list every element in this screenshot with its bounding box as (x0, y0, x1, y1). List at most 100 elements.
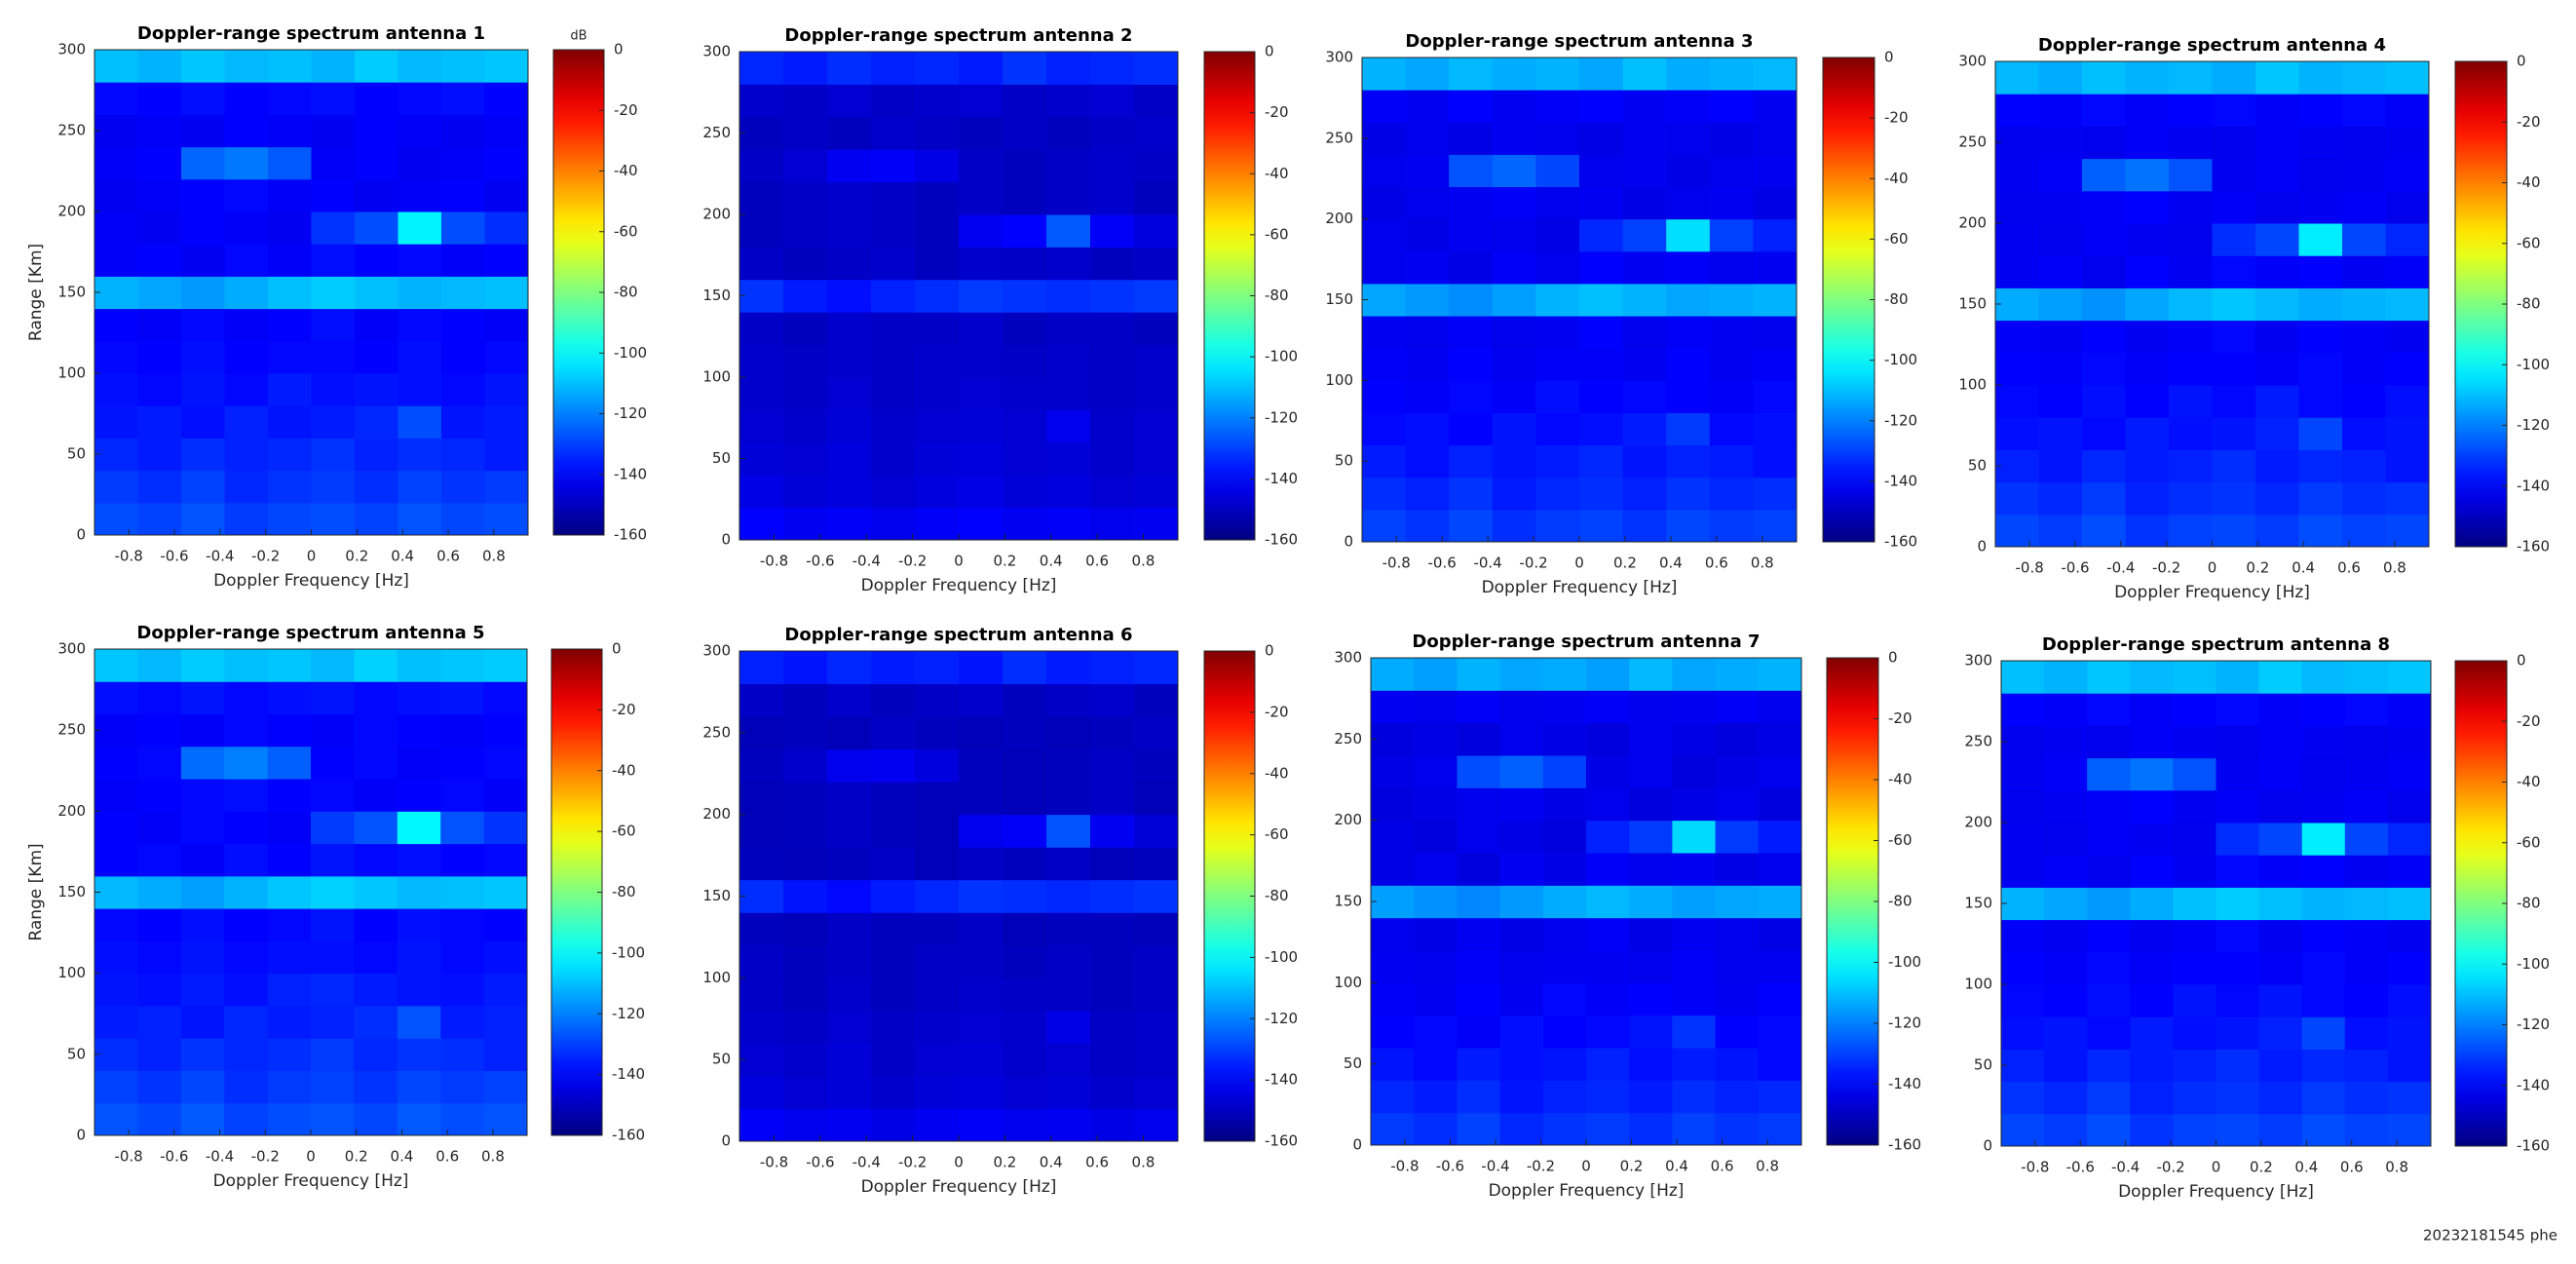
heatmap-cell (2258, 725, 2303, 759)
heatmap-cell (739, 1010, 784, 1044)
heatmap-cell (311, 82, 356, 115)
heatmap-cell (2044, 757, 2088, 791)
heatmap-cell (871, 814, 916, 848)
y-tick-label: 150 (1964, 895, 1992, 912)
heatmap-cell (1579, 412, 1624, 446)
y-tick-label: 100 (57, 964, 86, 981)
heatmap-cell (268, 438, 312, 472)
x-tick-label: 0.4 (1040, 553, 1063, 570)
heatmap-cell (1629, 982, 1673, 1016)
heatmap-cell (783, 377, 828, 410)
heatmap-cell (224, 470, 269, 504)
heatmap-cell (739, 748, 784, 783)
colorbar-tick-label: 0 (2517, 53, 2526, 70)
footer-stamp: 20232181545 phe (2423, 1227, 2557, 1245)
heatmap-cell (2255, 514, 2299, 548)
heatmap-cell (915, 1075, 960, 1109)
heatmap-cell (783, 149, 828, 183)
heatmap-cell (1672, 1080, 1717, 1114)
heatmap-cell (2212, 320, 2256, 354)
heatmap-cell (2298, 287, 2343, 322)
heatmap-cell (2001, 919, 2045, 953)
heatmap-cell (2001, 1113, 2045, 1147)
x-tick-label: -0.4 (852, 553, 881, 570)
heatmap-cell (2342, 417, 2386, 450)
heatmap-cell (2212, 352, 2256, 386)
heatmap-cell (2385, 61, 2430, 95)
heatmap-cell (224, 502, 269, 536)
heatmap-cell (2255, 287, 2299, 322)
heatmap-cell (2130, 661, 2174, 694)
heatmap-cell (827, 181, 872, 215)
colorbar-tick-label: -20 (2517, 712, 2541, 730)
y-tick-label: 300 (1325, 49, 1353, 66)
heatmap-cell (1586, 820, 1630, 854)
heatmap-cell (1046, 279, 1091, 313)
heatmap-cell (224, 1102, 269, 1136)
heatmap-cell (1666, 412, 1711, 446)
colorbar-tick-label: -40 (1884, 170, 1909, 187)
heatmap-cell (2130, 919, 2174, 953)
heatmap-cell (1758, 690, 1802, 724)
heatmap-cell (137, 681, 182, 715)
y-tick-label: 250 (57, 122, 86, 139)
heatmap-cell (1715, 820, 1760, 854)
heatmap-cell (2038, 255, 2083, 288)
heatmap-cell (355, 340, 398, 374)
heatmap-cell (1046, 52, 1091, 85)
heatmap-cell (1499, 1048, 1544, 1081)
heatmap-cell (915, 116, 960, 150)
heatmap-cell (2255, 417, 2299, 450)
heatmap-cell (1371, 690, 1415, 724)
colorbar (2454, 660, 2508, 1147)
y-tick-label: 250 (1964, 733, 1992, 750)
heatmap-cell (871, 52, 916, 85)
heatmap-cell (2344, 887, 2389, 921)
heatmap-cell (1046, 1075, 1091, 1109)
heatmap-cell (2082, 61, 2126, 95)
heatmap-cell (2001, 1081, 2045, 1115)
heatmap-cell (440, 649, 485, 682)
heatmap-cell (484, 340, 529, 374)
colorbar (1203, 650, 1256, 1142)
heatmap-cell (1090, 181, 1135, 215)
heatmap-cell (1586, 1048, 1630, 1081)
y-tick-label: 200 (1964, 814, 1992, 831)
heatmap-cell (783, 1043, 828, 1077)
x-tick-label: -0.2 (898, 553, 927, 570)
heatmap-cell (871, 782, 916, 816)
x-tick-label: 0.8 (1132, 553, 1155, 570)
heatmap-cell (311, 746, 355, 780)
y-tick-label: 100 (702, 969, 731, 986)
heatmap-cell (483, 875, 528, 909)
heatmap-cell (2298, 481, 2343, 516)
colorbar-tick-label: -100 (1265, 948, 1298, 966)
heatmap-cell (2044, 984, 2088, 1017)
heatmap-cell (915, 944, 960, 978)
heatmap-cell (1579, 509, 1624, 543)
heatmap-cell (268, 82, 312, 115)
heatmap-cell (137, 746, 182, 780)
heatmap-cell (224, 940, 269, 975)
y-tick-label: 300 (57, 41, 86, 58)
heatmap-cell (1003, 879, 1047, 913)
heatmap-cell (224, 908, 269, 941)
heatmap-cell (1134, 814, 1179, 848)
heatmap-cell (1134, 247, 1179, 281)
heatmap-cell (1134, 116, 1179, 150)
heatmap-cell (95, 649, 138, 682)
heatmap-cell (1753, 477, 1798, 511)
heatmap-cell (871, 475, 916, 509)
heatmap-cell (915, 344, 960, 378)
heatmap-cell (1046, 409, 1091, 443)
heatmap-cell (2038, 320, 2083, 354)
heatmap-cell (2044, 887, 2088, 921)
heatmap-cell (2082, 320, 2126, 354)
heatmap-cell (398, 340, 442, 374)
heatmap-cell (739, 1108, 784, 1142)
heatmap-cell (739, 879, 784, 913)
heatmap-cell (1362, 218, 1407, 252)
heatmap-cell (1134, 441, 1179, 476)
heatmap-cell (2044, 823, 2088, 856)
heatmap-cell (915, 782, 960, 816)
